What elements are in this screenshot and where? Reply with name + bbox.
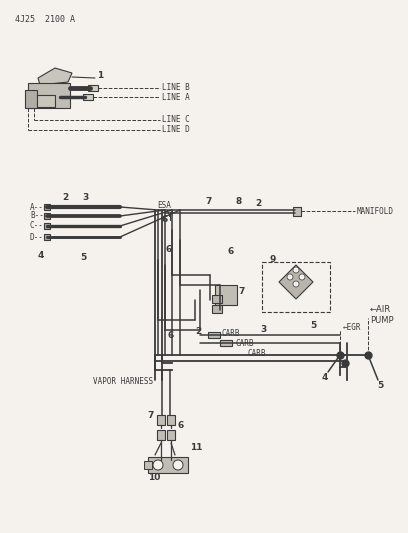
Text: CARB: CARB	[235, 338, 253, 348]
Bar	[28, 83, 70, 108]
Bar	[144, 461, 152, 469]
Bar	[44, 204, 50, 210]
Text: 7: 7	[238, 287, 244, 296]
Text: 2: 2	[62, 192, 68, 201]
Text: 2: 2	[255, 199, 261, 208]
Bar	[44, 213, 50, 219]
Text: 4J25  2100 A: 4J25 2100 A	[15, 15, 75, 25]
Text: A--: A--	[30, 203, 44, 212]
Text: B--: B--	[30, 212, 44, 221]
Bar	[25, 90, 37, 108]
Bar	[212, 305, 222, 313]
Text: VAPOR HARNESS: VAPOR HARNESS	[93, 377, 153, 386]
Text: LINE B: LINE B	[162, 84, 190, 93]
Polygon shape	[279, 265, 313, 299]
Text: 6: 6	[228, 247, 234, 256]
Text: 8: 8	[235, 197, 241, 206]
Bar	[37, 95, 55, 107]
Text: 6: 6	[162, 215, 168, 224]
Bar	[167, 415, 175, 425]
Circle shape	[287, 274, 293, 280]
Text: CARB: CARB	[248, 350, 266, 359]
Circle shape	[299, 274, 305, 280]
Bar	[215, 285, 237, 305]
Bar	[212, 295, 222, 303]
Text: ←AIR
PUMP: ←AIR PUMP	[370, 305, 394, 325]
Bar	[83, 94, 93, 100]
Circle shape	[293, 267, 299, 273]
Text: 7: 7	[147, 410, 153, 419]
Bar	[167, 430, 175, 440]
Text: 3: 3	[82, 192, 88, 201]
Bar	[148, 457, 188, 473]
Text: 10: 10	[148, 472, 160, 481]
Text: LINE C: LINE C	[162, 116, 190, 125]
Text: 6: 6	[168, 330, 174, 340]
Text: ←EGR: ←EGR	[343, 324, 361, 333]
Text: 1: 1	[97, 71, 103, 80]
Text: LINE D: LINE D	[162, 125, 190, 134]
Text: C--: C--	[30, 222, 44, 230]
Bar	[157, 430, 165, 440]
Bar	[44, 223, 50, 229]
Text: 4: 4	[322, 374, 328, 383]
Text: LINE A: LINE A	[162, 93, 190, 101]
Bar	[88, 85, 98, 91]
Text: 5: 5	[80, 254, 86, 262]
Text: 7: 7	[205, 197, 211, 206]
Text: CARB: CARB	[222, 328, 240, 337]
Text: 9: 9	[270, 255, 276, 264]
Text: 6: 6	[178, 421, 184, 430]
Bar	[208, 332, 220, 338]
Text: 2: 2	[195, 327, 201, 336]
Text: ESA: ESA	[157, 200, 171, 209]
Text: 6: 6	[165, 246, 171, 254]
Text: 3: 3	[260, 326, 266, 335]
Circle shape	[173, 460, 183, 470]
Text: D--: D--	[30, 232, 44, 241]
Bar	[293, 207, 301, 216]
Bar	[44, 234, 50, 240]
Polygon shape	[38, 68, 72, 85]
Text: 5: 5	[377, 381, 383, 390]
Bar	[220, 340, 232, 346]
Circle shape	[293, 281, 299, 287]
Text: MANIFOLD: MANIFOLD	[357, 206, 394, 215]
Text: 4: 4	[38, 251, 44, 260]
Bar	[262, 262, 330, 312]
Text: 5: 5	[310, 320, 316, 329]
Text: 11: 11	[190, 443, 202, 453]
Bar	[157, 415, 165, 425]
Circle shape	[153, 460, 163, 470]
